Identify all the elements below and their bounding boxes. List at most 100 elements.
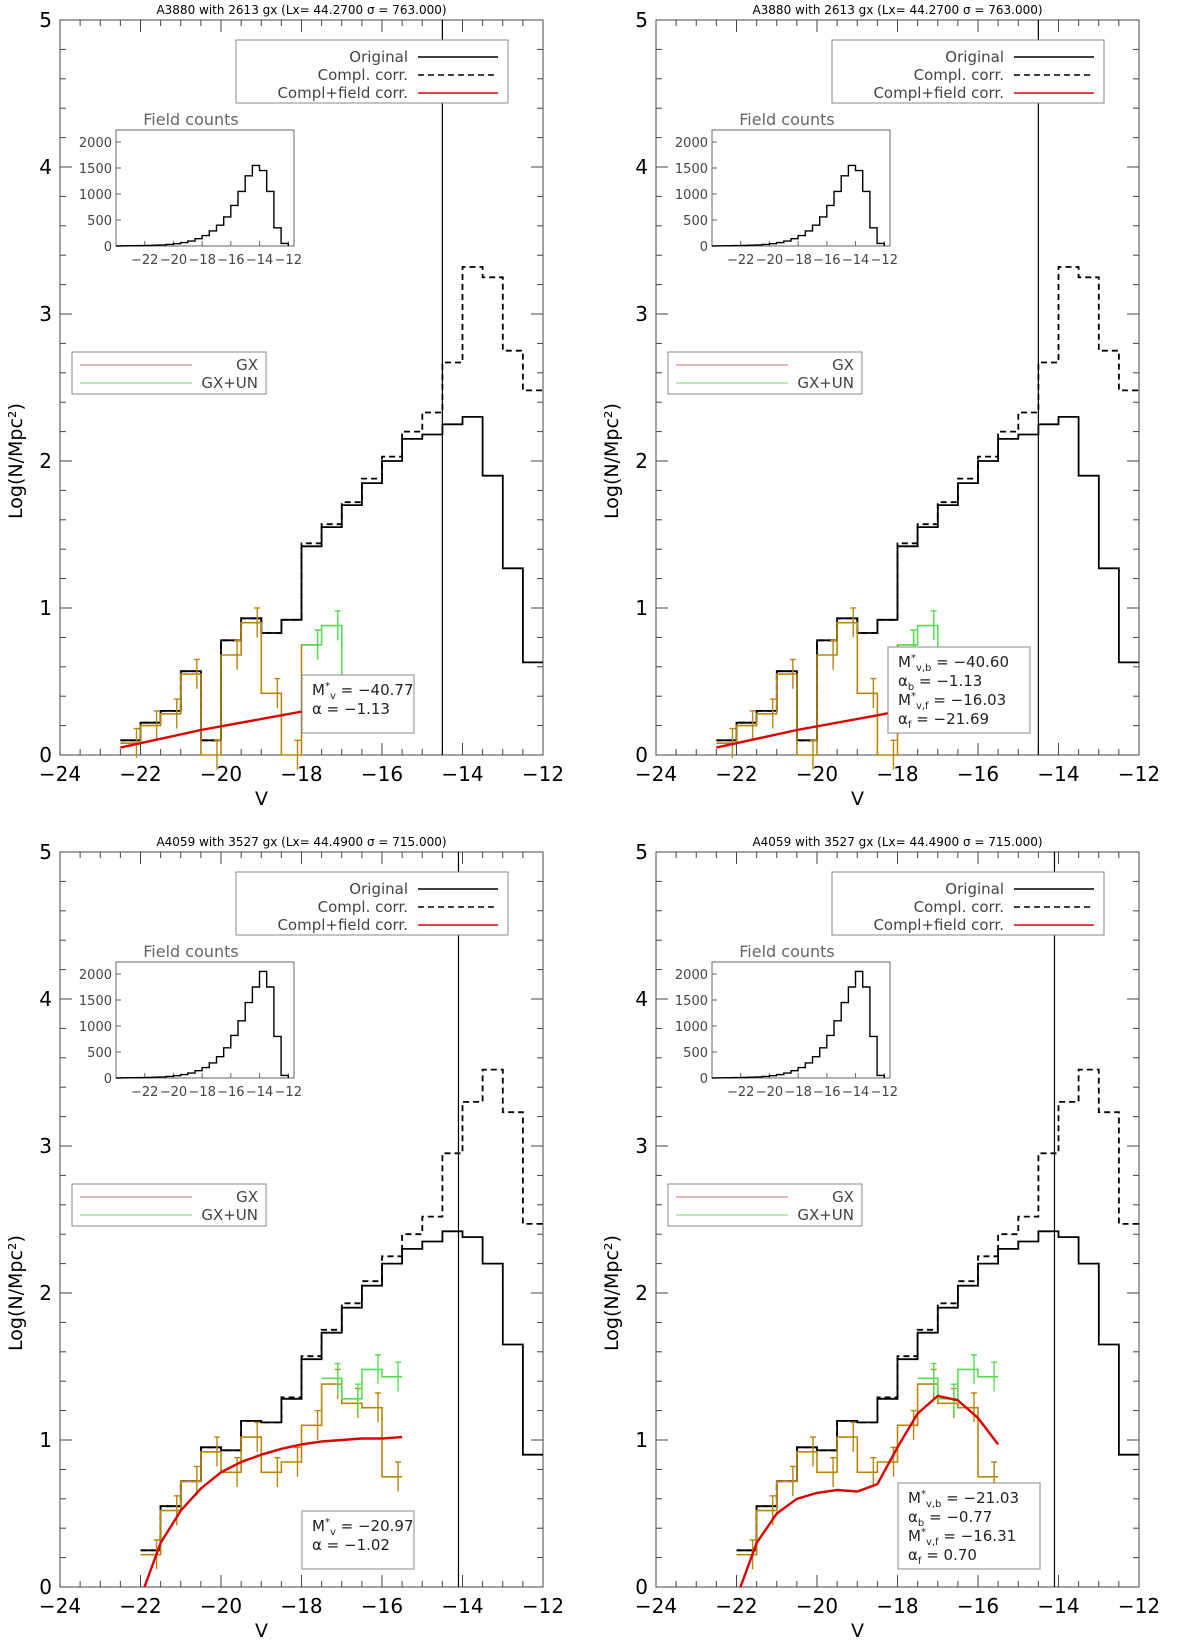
y-tick-label: 0: [635, 743, 648, 767]
inset-x-tick-label: −14: [842, 1085, 869, 1100]
inset-frame: [115, 129, 295, 247]
series-gx: [716, 621, 918, 756]
y-tick-label: 5: [39, 840, 52, 864]
inset-frame: [115, 961, 295, 1079]
inset-field-counts: Field counts 0 500 1000 1500 2000 −22 −20 −18 −16…: [79, 942, 302, 1100]
legend-top-label: Compl+field corr.: [277, 916, 408, 934]
inset-y-tick-label: 1500: [675, 994, 708, 1009]
series-compl-corr-: [716, 266, 1139, 742]
inset-x-tick-label: −18: [188, 253, 215, 268]
fit-param-label: αf = 0.70: [908, 1546, 977, 1567]
x-tick-label: −12: [522, 762, 564, 786]
y-tick-label: 2: [635, 1281, 648, 1305]
x-tick-label: −12: [522, 1594, 564, 1618]
fit-param-label: M*v,b = −21.03: [908, 1489, 1019, 1510]
inset-x-tick-label: −20: [756, 253, 783, 268]
x-tick-label: −24: [39, 1594, 81, 1618]
y-tick-label: 0: [635, 1575, 648, 1599]
series-compl-corr-: [140, 1068, 543, 1552]
legend-top-label: Original: [945, 880, 1004, 898]
y-tick-label: 5: [635, 8, 648, 32]
inset-y-tick-label: 0: [700, 1072, 708, 1087]
fit-param-label: M*v,f = −16.03: [898, 691, 1006, 712]
y-tick-label: 1: [39, 596, 52, 620]
panel-title: A3880 with 2613 gx (Lx= 44.2700 σ = 763.…: [752, 3, 1042, 17]
x-tick-label: −22: [119, 762, 161, 786]
y-tick-label: 5: [635, 840, 648, 864]
x-tick-label: −12: [1118, 762, 1160, 786]
inset-x-tick-label: −20: [756, 1085, 783, 1100]
inset-y-tick-label: 2000: [79, 968, 112, 983]
y-axis-label: Log(N/Mpc²): [601, 403, 623, 519]
panel-1: A3880 with 2613 gx (Lx= 44.2700 σ = 763.…: [5, 3, 564, 810]
fit-param-label: M*v,f = −16.31: [908, 1527, 1016, 1548]
y-tick-label: 5: [39, 8, 52, 32]
fit-param-label: M*v,b = −40.60: [898, 653, 1009, 674]
x-tick-label: −20: [796, 1594, 838, 1618]
x-tick-label: −20: [796, 762, 838, 786]
series-gx: [120, 621, 322, 756]
x-tick-label: −18: [876, 762, 918, 786]
y-tick-label: 1: [635, 1428, 648, 1452]
y-tick-label: 4: [635, 987, 648, 1011]
inset-y-tick-label: 2000: [675, 136, 708, 151]
fit-param-label: α = −1.13: [312, 700, 390, 718]
inset-y-tick-label: 500: [87, 214, 112, 229]
legend-mid-box: [71, 351, 267, 395]
y-tick-label: 1: [635, 596, 648, 620]
x-tick-label: −24: [635, 762, 677, 786]
fit-param-label: αb = −0.77: [908, 1508, 992, 1529]
panel-3: A4059 with 3527 gx (Lx= 44.4900 σ = 715.…: [5, 835, 564, 1642]
inset-title: Field counts: [739, 942, 835, 961]
x-tick-label: −20: [200, 762, 242, 786]
y-tick-label: 3: [635, 302, 648, 326]
y-tick-label: 3: [39, 302, 52, 326]
y-tick-label: 2: [39, 449, 52, 473]
y-tick-label: 4: [39, 987, 52, 1011]
inset-y-tick-label: 1500: [79, 994, 112, 1009]
inset-x-tick-label: −14: [246, 253, 273, 268]
inset-y-tick-label: 500: [683, 1046, 708, 1061]
inset-y-tick-label: 1500: [79, 162, 112, 177]
inset-x-tick-label: −12: [275, 253, 302, 268]
legend-top-label: Compl. corr.: [914, 898, 1004, 916]
inset-x-tick-label: −14: [246, 1085, 273, 1100]
x-tick-label: −22: [715, 1594, 757, 1618]
inset-histogram: [115, 970, 289, 1079]
x-tick-label: −14: [441, 1594, 483, 1618]
inset-y-tick-label: 500: [683, 214, 708, 229]
x-axis-label: V: [255, 788, 268, 810]
inset-frame: [711, 961, 891, 1079]
x-axis-label: V: [851, 788, 864, 810]
inset-field-counts: Field counts 0 500 1000 1500 2000 −22 −20 −18 −16…: [675, 942, 898, 1100]
inset-title: Field counts: [143, 110, 239, 129]
legend-top-label: Compl. corr.: [318, 66, 408, 84]
y-tick-label: 1: [39, 1428, 52, 1452]
inset-x-tick-label: −16: [813, 1085, 840, 1100]
inset-x-tick-label: −12: [871, 253, 898, 268]
fit-params-box: [887, 646, 1031, 734]
x-tick-label: −22: [119, 1594, 161, 1618]
x-axis-label: V: [255, 1620, 268, 1642]
inset-x-tick-label: −20: [160, 253, 187, 268]
x-tick-label: −24: [635, 1594, 677, 1618]
inset-x-tick-label: −18: [784, 253, 811, 268]
legend-top-label: Compl. corr.: [914, 66, 1004, 84]
legend-top-label: Original: [349, 880, 408, 898]
legend-mid-label: GX: [832, 356, 854, 374]
legend-mid-label: GX+UN: [201, 374, 258, 392]
inset-x-tick-label: −22: [131, 253, 158, 268]
inset-x-tick-label: −18: [784, 1085, 811, 1100]
inset-x-tick-label: −22: [727, 253, 754, 268]
legend-mid-label: GX: [832, 1188, 854, 1206]
x-tick-label: −14: [441, 762, 483, 786]
x-tick-label: −18: [876, 1594, 918, 1618]
y-tick-label: 3: [39, 1134, 52, 1158]
inset-x-tick-label: −16: [217, 253, 244, 268]
inset-frame: [711, 129, 891, 247]
fit-param-label: α = −1.02: [312, 1536, 390, 1554]
legend-top-label: Compl+field corr.: [873, 84, 1004, 102]
x-tick-label: −12: [1118, 1594, 1160, 1618]
inset-y-tick-label: 1000: [79, 1020, 112, 1035]
fit-curve: [143, 1435, 403, 1588]
